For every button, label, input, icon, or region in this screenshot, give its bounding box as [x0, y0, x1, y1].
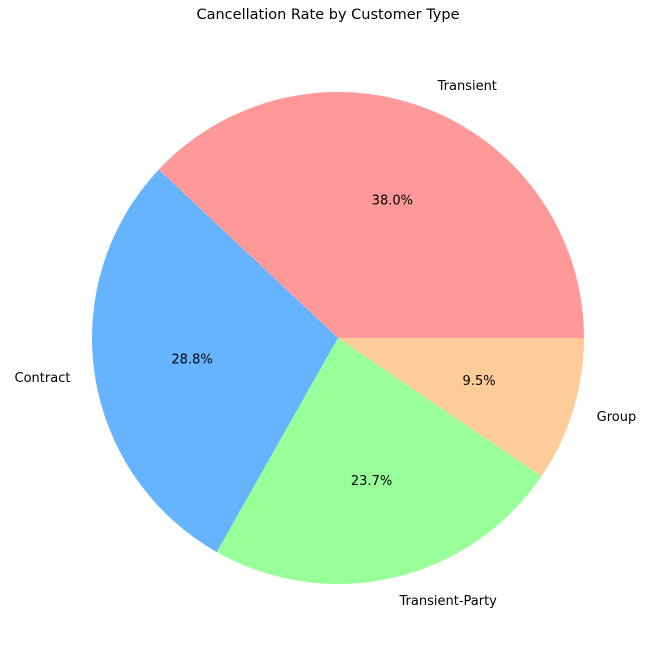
- pie-slice-contract: [92, 169, 338, 553]
- slice-label: Transient-Party: [399, 594, 498, 609]
- slice-label: Group: [597, 410, 637, 425]
- slices-layer: [92, 92, 585, 584]
- pct-label: 23.7%: [351, 474, 392, 489]
- pie-slice-transient-party: [216, 338, 542, 584]
- chart-title: Cancellation Rate by Customer Type: [196, 7, 460, 23]
- pct-label: 38.0%: [372, 193, 413, 208]
- labels-layer: 38.0% Transient 28.8% Contract 23.7% Transien…: [15, 79, 637, 609]
- pct-label: 28.8%: [171, 353, 212, 368]
- pie-slice-transient: [158, 92, 585, 338]
- slice-label: Contract: [15, 371, 71, 386]
- pie-slice-group: [338, 338, 584, 477]
- slice-label: Transient: [437, 79, 497, 94]
- pct-label: 9.5%: [463, 374, 496, 389]
